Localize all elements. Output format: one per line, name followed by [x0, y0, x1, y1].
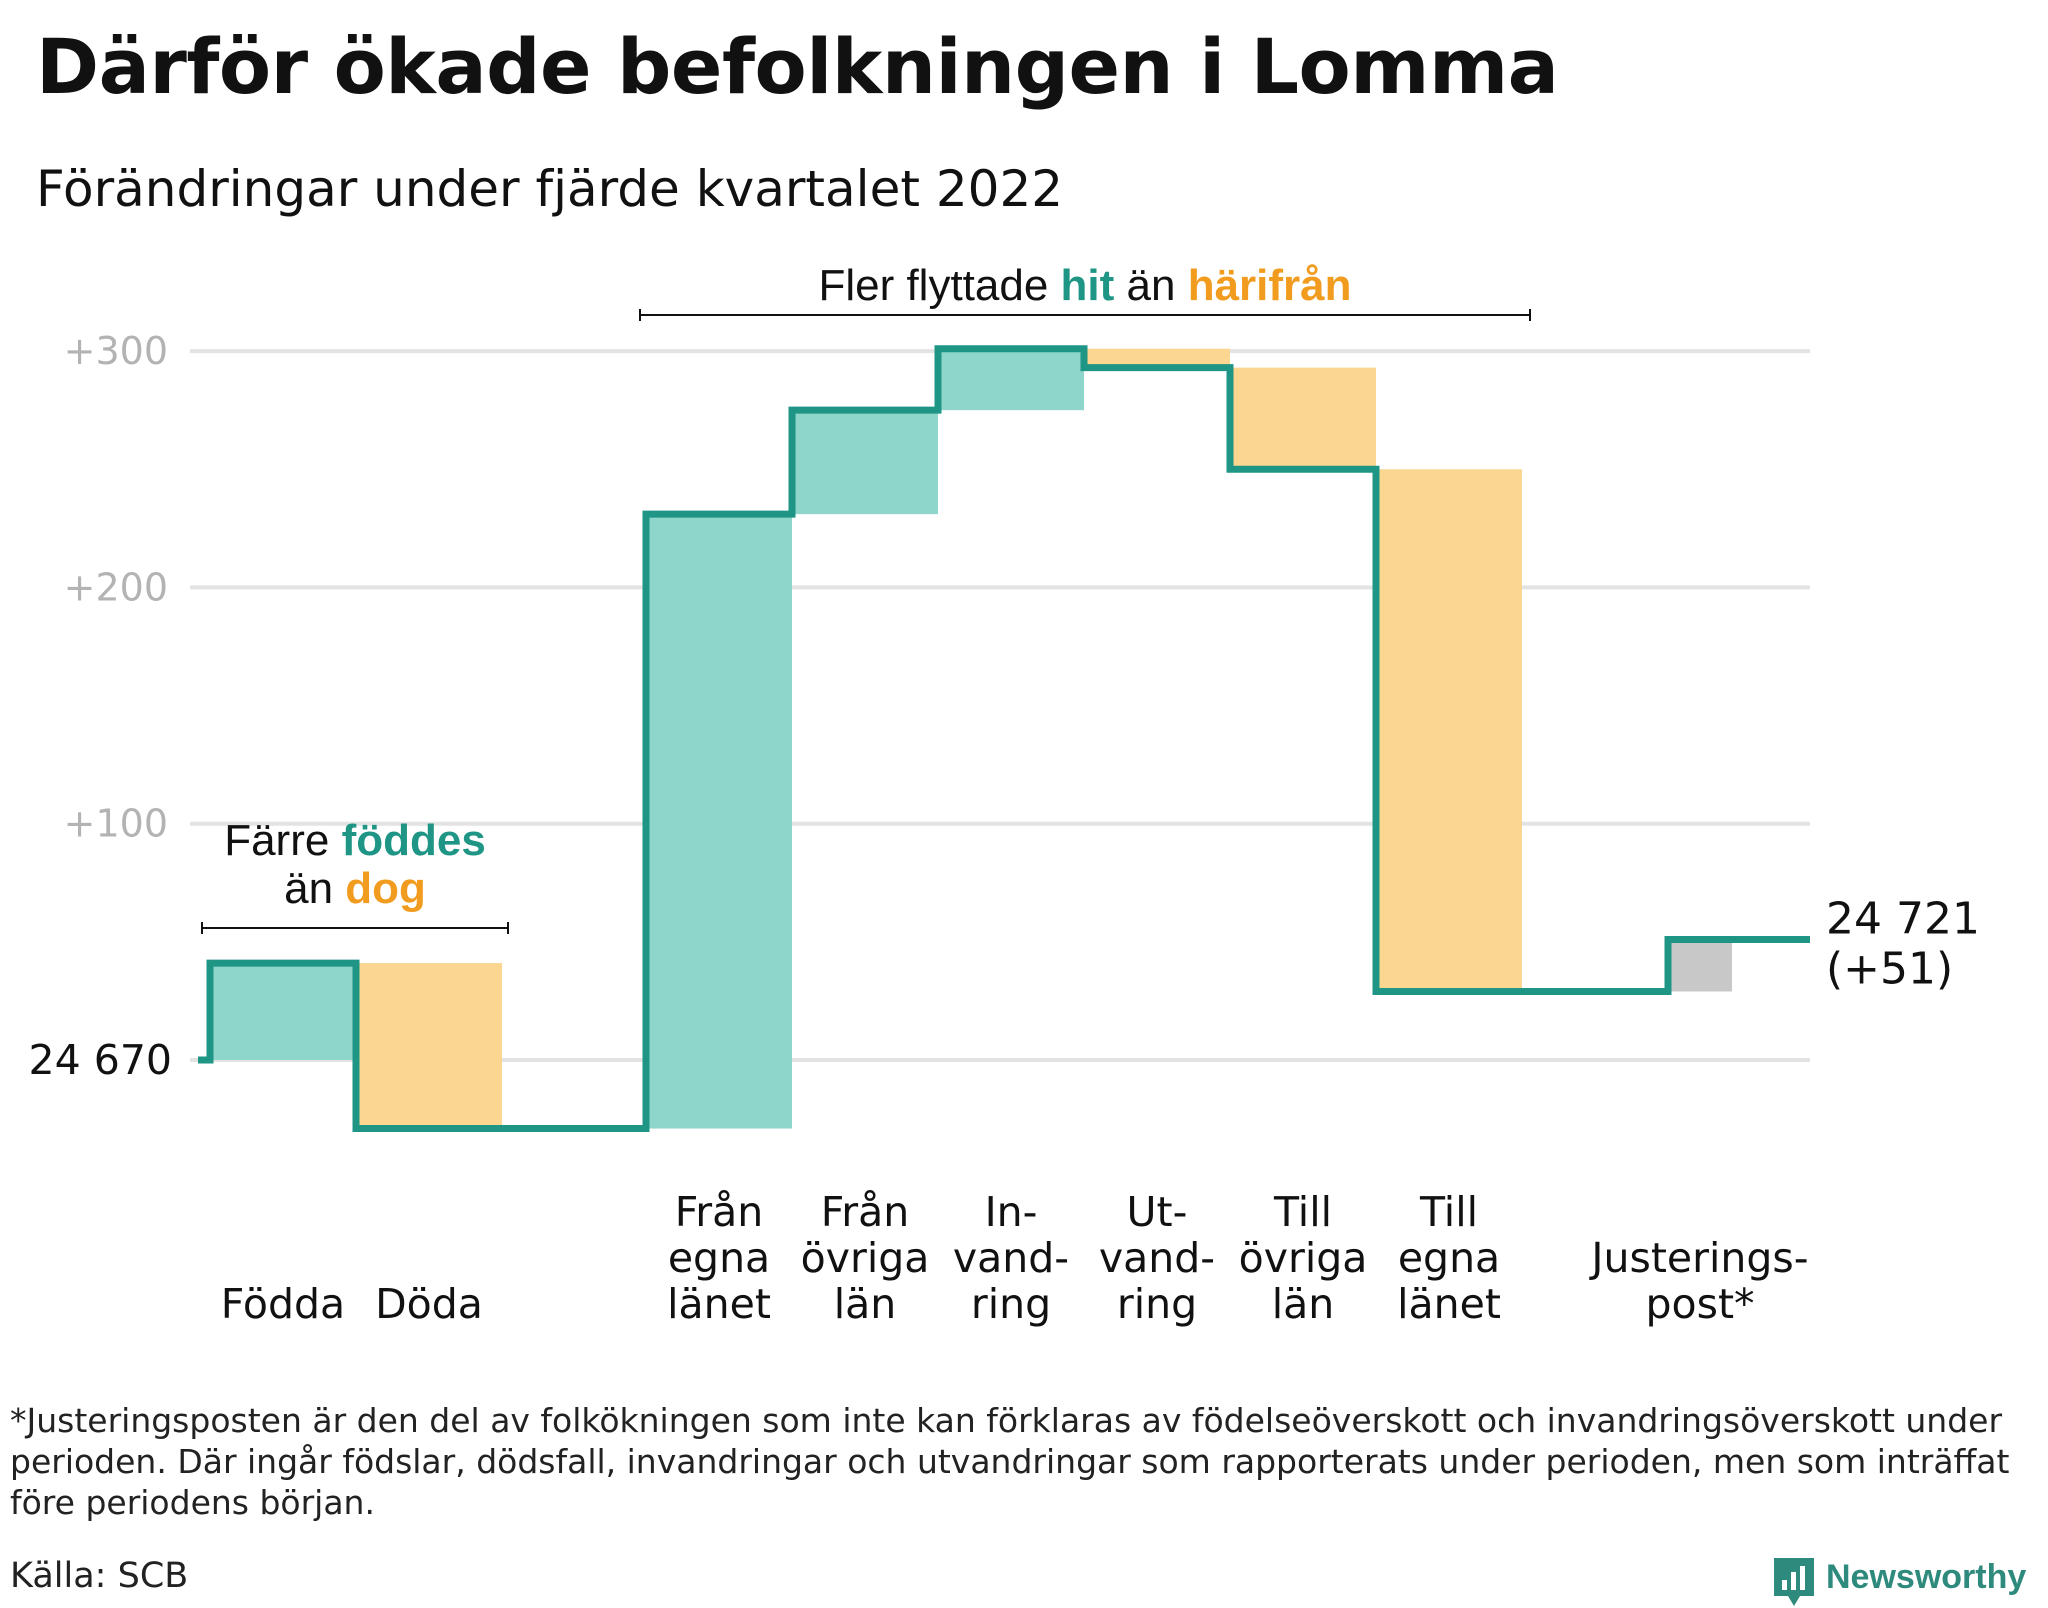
start-value-label: 24 670: [29, 1036, 172, 1084]
bar-från-övriga-län: [792, 410, 938, 515]
bar-till-övriga-län: [1230, 367, 1376, 470]
category-label: Från: [821, 1188, 910, 1236]
source-note: Källa: SCB: [10, 1556, 189, 1596]
y-tick-label: +300: [64, 329, 168, 373]
category-label: Till: [1419, 1188, 1478, 1236]
newsworthy-bar-chart-icon: [1774, 1558, 1814, 1606]
footnote: *Justeringsposten är den del av folkökni…: [10, 1401, 2010, 1522]
births-annotation-line2: än dog: [284, 864, 426, 913]
category-label: länet: [667, 1280, 771, 1328]
category-label: länet: [1397, 1280, 1501, 1328]
y-tick-label: +100: [64, 802, 168, 846]
bar-till-egna-länet: [1376, 469, 1522, 992]
bar-döda: [356, 963, 502, 1129]
category-label: Från: [675, 1188, 764, 1236]
category-label: ring: [1117, 1280, 1197, 1328]
category-label: övriga: [801, 1234, 930, 1282]
category-label: Födda: [221, 1280, 345, 1328]
bar-födda: [210, 963, 356, 1060]
category-label: Justerings-: [1588, 1234, 1808, 1282]
y-tick-label: +200: [64, 565, 168, 609]
category-label: ring: [971, 1280, 1051, 1328]
chart-subtitle: Förändringar under fjärde kvartalet 2022: [36, 160, 1064, 218]
births-annotation-line1: Färre föddes: [224, 816, 486, 865]
category-label: Till: [1273, 1188, 1332, 1236]
bar-invandring: [938, 348, 1084, 411]
category-label: In-: [985, 1188, 1038, 1236]
category-label: övriga: [1239, 1234, 1368, 1282]
category-label: vand-: [953, 1234, 1069, 1282]
bar-från-egna-länet: [646, 514, 792, 1129]
migration-annotation: Fler flyttade hit än härifrån: [818, 261, 1351, 310]
category-label: egna: [668, 1234, 770, 1282]
category-label: län: [834, 1280, 897, 1328]
waterfall-chart: +300 +200 +100 24 670 24 721(+51) Födda Döda F…: [29, 261, 1980, 1328]
logo-text: Newsworthy: [1826, 1558, 2027, 1596]
bar-utvandring: [1084, 348, 1230, 368]
category-label: Döda: [375, 1280, 483, 1328]
category-label: egna: [1398, 1234, 1500, 1282]
category-label: post*: [1645, 1280, 1754, 1328]
bar-justeringspost-: [1668, 939, 1732, 992]
category-label: vand-: [1099, 1234, 1215, 1282]
category-label: Ut-: [1127, 1188, 1188, 1236]
category-label: län: [1272, 1280, 1335, 1328]
end-change-label: (+51): [1826, 943, 1953, 994]
chart-title: Därför ökade befolkningen i Lomma: [36, 22, 1559, 111]
end-value-label: 24 721: [1826, 893, 1980, 944]
cumulative-step-line: [198, 345, 1810, 1133]
